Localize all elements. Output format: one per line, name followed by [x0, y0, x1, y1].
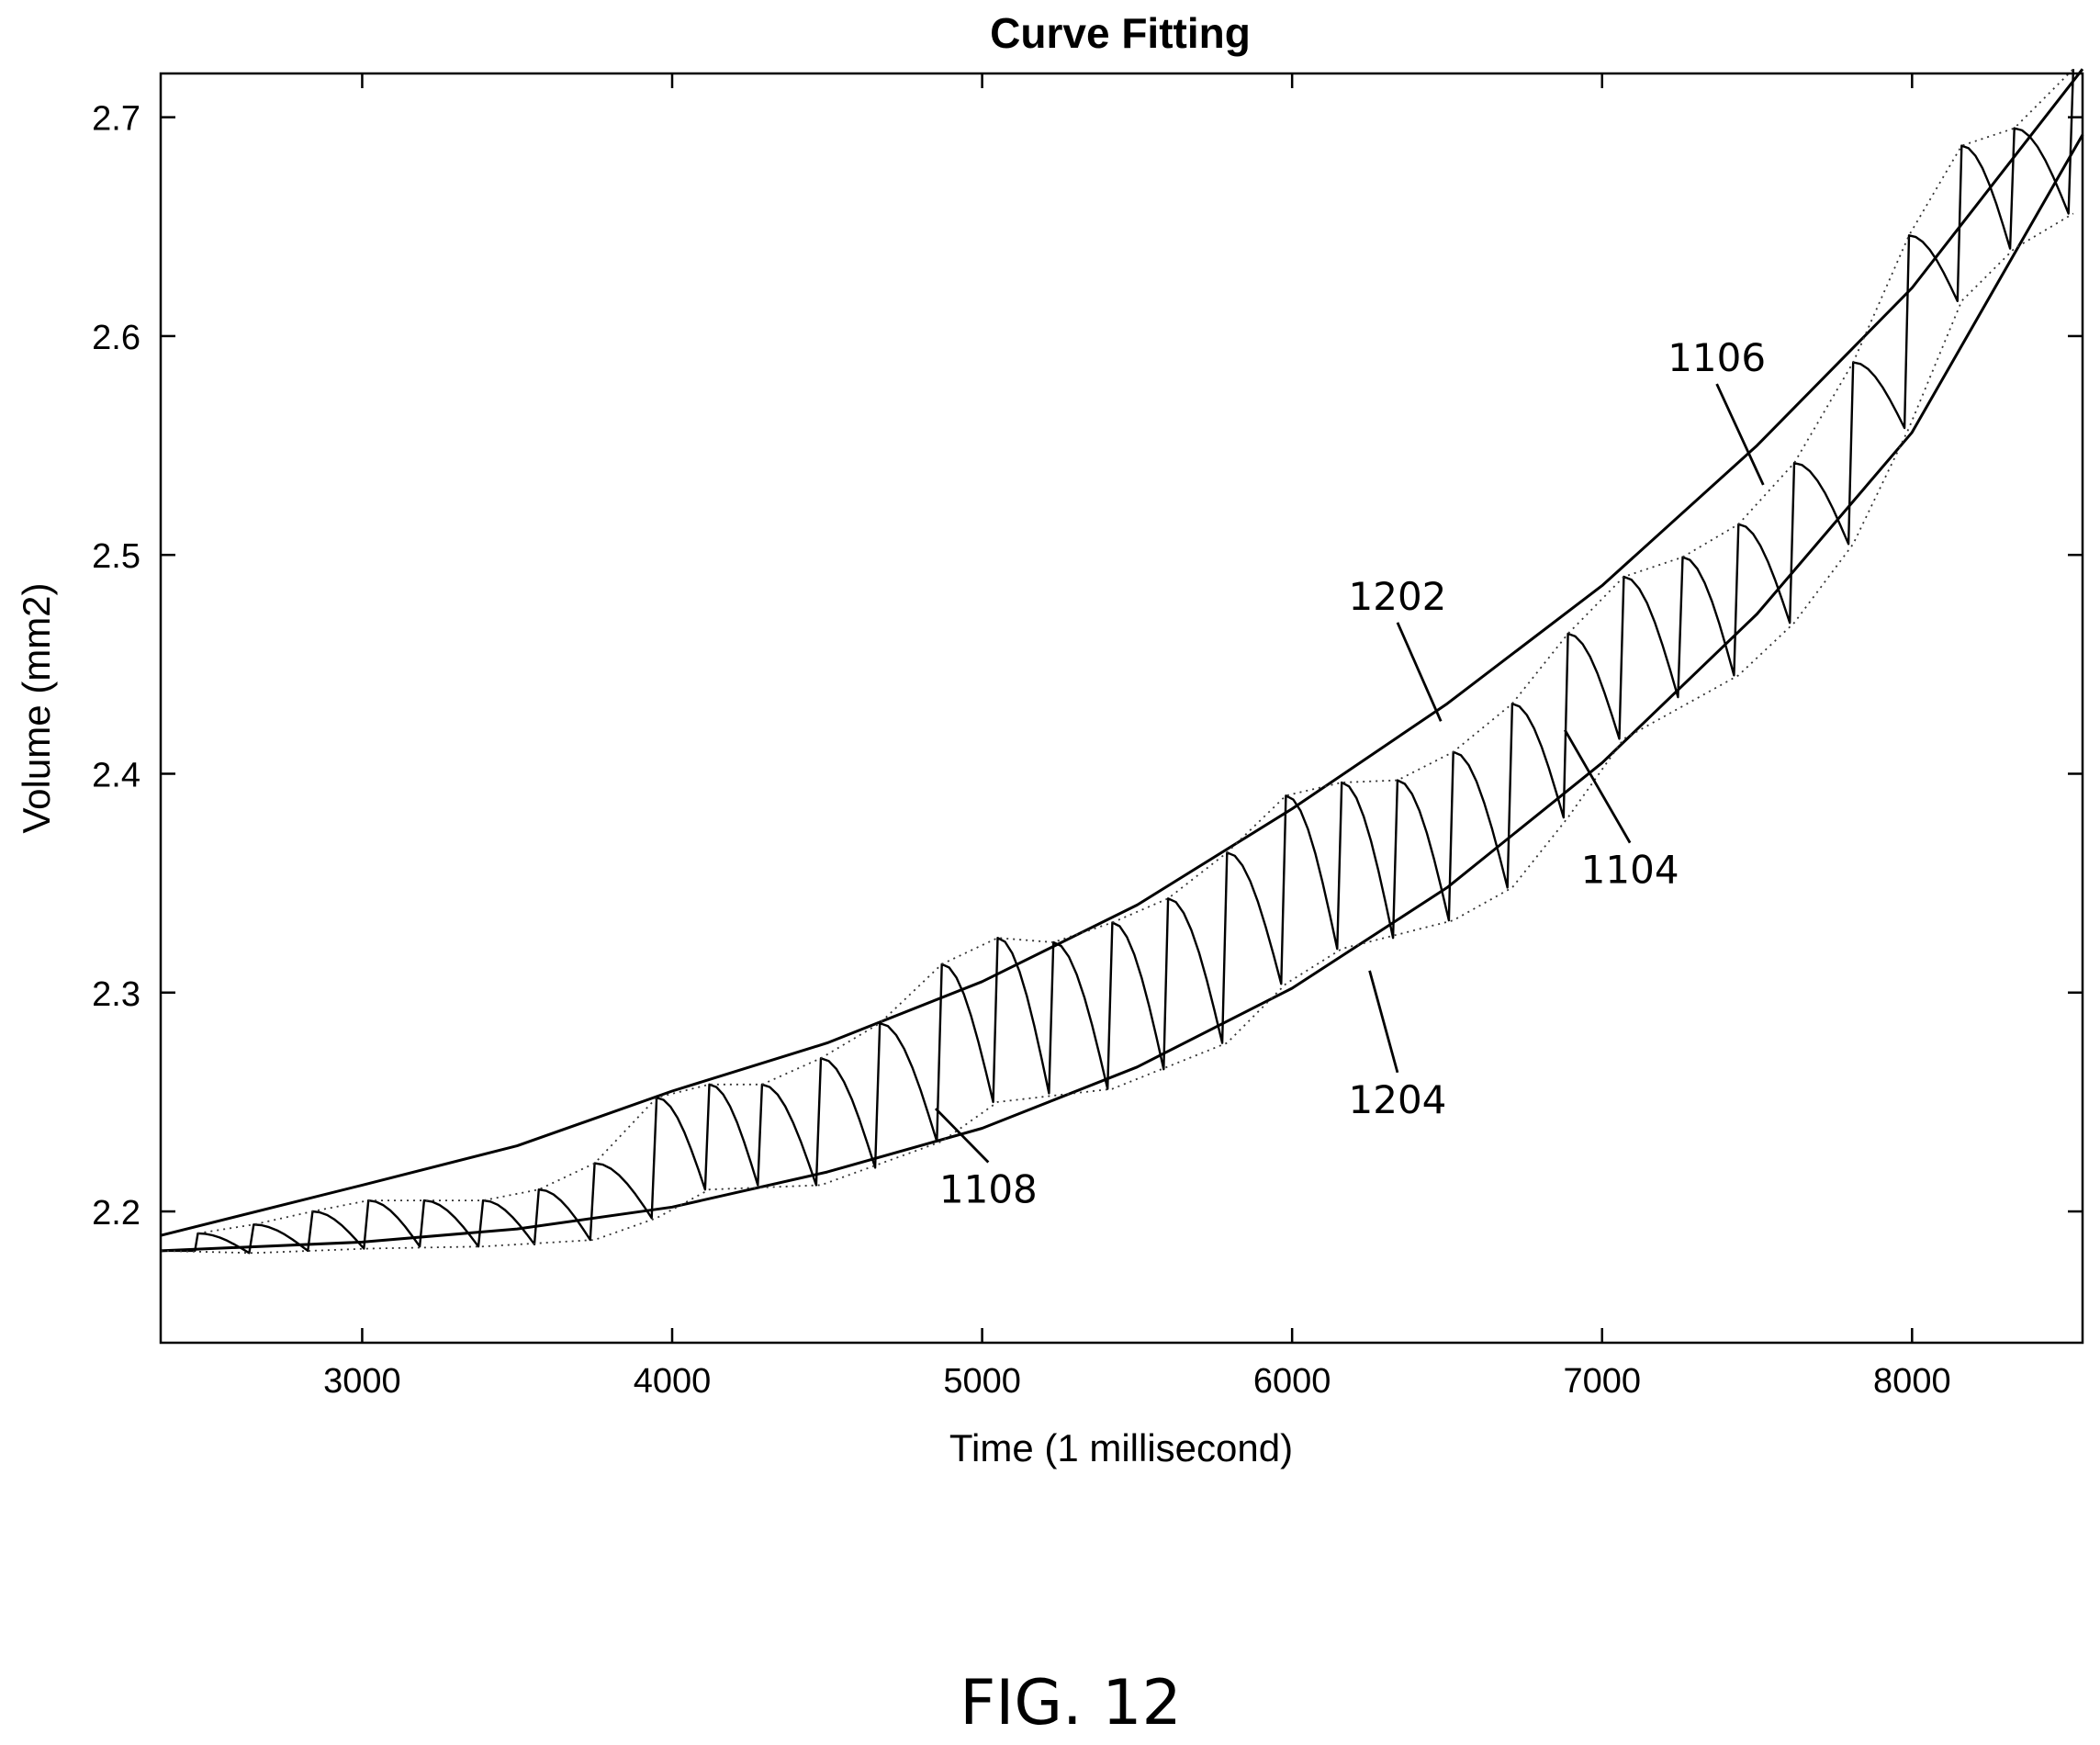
ref-1104-label: 1104 [1581, 848, 1679, 893]
ref-1108-label: 1108 [939, 1167, 1038, 1212]
envelope-1106 [197, 68, 2074, 1234]
figure-caption: FIG. 12 [960, 1667, 1182, 1739]
x-axis-label: Time (1 millisecond) [949, 1426, 1293, 1469]
y-tick-label: 2.3 [92, 975, 140, 1014]
x-tick-label: 6000 [1253, 1362, 1331, 1401]
annotation-layer: 1106 1202 1104 1204 1108 [934, 335, 1766, 1212]
ref-1204-leader [1368, 970, 1399, 1074]
y-tick-label: 2.6 [92, 319, 140, 357]
curve-1202 [160, 68, 2084, 1237]
x-tick-label: 3000 [323, 1362, 401, 1401]
ref-1106-leader [1715, 383, 1765, 486]
envelope-1108 [160, 212, 2074, 1255]
plot-frame [159, 72, 2084, 1345]
ref-1104-leader [1564, 729, 1632, 844]
ref-1202-leader [1396, 622, 1443, 722]
chart-title: Curve Fitting [990, 9, 1251, 57]
ref-1108-leader [934, 1108, 990, 1164]
y-tick-label: 2.4 [92, 756, 140, 794]
ref-1204-label: 1204 [1349, 1077, 1447, 1122]
x-tick-label: 7000 [1563, 1362, 1641, 1401]
signal-1104 [161, 69, 2075, 1255]
curve-1204 [160, 133, 2084, 1253]
y-tick-label: 2.5 [92, 537, 140, 576]
axis-ticks: 3000 4000 5000 6000 7000 8000 2.2 2.3 2.4 2.5 2.6 2… [92, 73, 2083, 1401]
x-tick-label: 5000 [943, 1362, 1021, 1401]
x-tick-label: 8000 [1873, 1362, 1951, 1401]
series-layer [160, 68, 2084, 1255]
y-tick-label: 2.2 [92, 1194, 140, 1233]
y-tick-label: 2.7 [92, 100, 140, 139]
x-tick-label: 4000 [634, 1362, 712, 1401]
y-axis-label: Volume (mm2) [15, 582, 58, 833]
ref-1202-label: 1202 [1349, 574, 1447, 619]
ref-1106-label: 1106 [1668, 335, 1766, 380]
